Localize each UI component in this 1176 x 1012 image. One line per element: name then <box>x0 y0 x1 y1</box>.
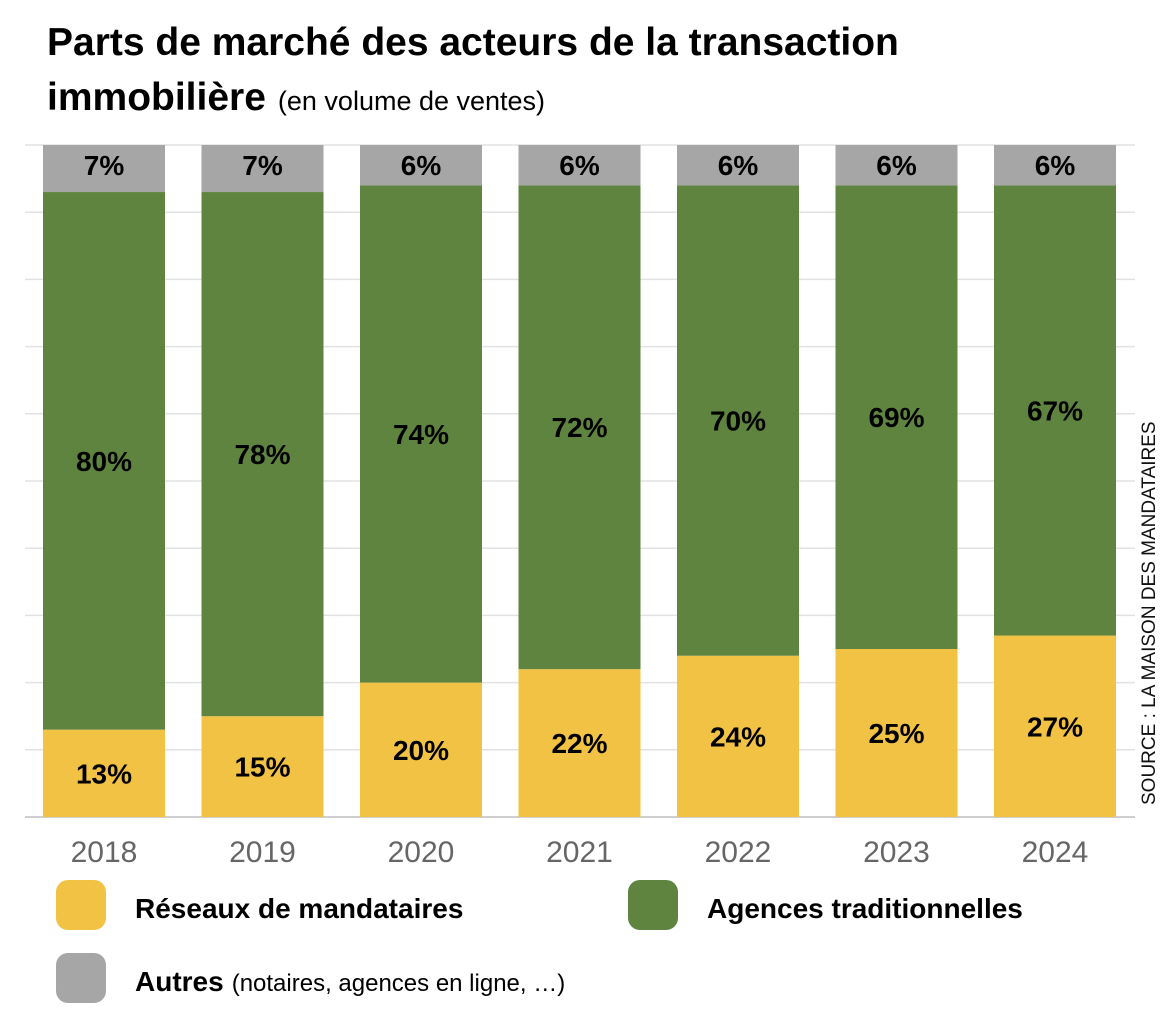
data-label: 6% <box>559 150 600 181</box>
x-tick-label: 2024 <box>1022 836 1089 869</box>
data-label: 6% <box>718 150 759 181</box>
bar-segment-2024-1 <box>994 185 1116 636</box>
source-note: SOURCE : LA MAISON DES MANDATAIRES <box>1139 421 1160 805</box>
x-tick-label: 2023 <box>863 836 930 869</box>
x-tick-label: 2020 <box>388 836 455 869</box>
bar-segment-2021-0 <box>518 669 641 817</box>
bar-segment-2021-1 <box>518 185 641 670</box>
bar-segment-2019-1 <box>201 192 324 717</box>
bar-segment-2018-0 <box>43 729 165 817</box>
data-label: 80% <box>76 446 132 477</box>
bar-segment-2018-2 <box>43 145 165 193</box>
data-label: 22% <box>551 728 607 759</box>
data-label: 20% <box>393 735 449 766</box>
chart-title-line2: immobilière (en volume de ventes) <box>47 76 545 119</box>
legend-label: Agences traditionnelles <box>707 893 1023 924</box>
data-label: 13% <box>76 758 132 789</box>
bars: 13% 80% 7% 15% 78% 7% 20% 74% 6% 22% 72% 6% 24% 70% 6%… <box>43 145 1116 817</box>
data-label: 25% <box>868 718 924 749</box>
bar-segment-2018-1 <box>43 192 165 730</box>
data-label: 6% <box>401 150 442 181</box>
data-label: 27% <box>1027 711 1083 742</box>
bar-segment-2020-2 <box>360 145 482 186</box>
data-label: 67% <box>1027 395 1083 426</box>
bar-segment-2019-2 <box>201 145 324 193</box>
legend-swatch <box>56 880 106 930</box>
chart-title-line1: Parts de marché des acteurs de la transa… <box>47 21 899 64</box>
data-label: 7% <box>84 150 125 181</box>
data-label: 24% <box>710 721 766 752</box>
bar-segment-2024-2 <box>994 145 1116 186</box>
legend-note: (notaires, agences en ligne, …) <box>232 970 566 997</box>
chart-title-word: immobilière <box>47 76 266 119</box>
bar-segment-2022-1 <box>677 185 799 656</box>
bar-segment-2021-2 <box>518 145 641 186</box>
data-label: 72% <box>551 412 607 443</box>
legend-swatch <box>628 880 678 930</box>
data-label: 7% <box>242 150 283 181</box>
legend-label: Autres (notaires, agences en ligne, …) <box>135 966 565 997</box>
chart-subtitle: (en volume de ventes) <box>278 86 545 116</box>
x-axis-ticks: 2018 2019 2020 2021 2022 2023 2024 <box>71 836 1089 869</box>
data-label: 70% <box>710 406 766 437</box>
bar-segment-2020-0 <box>360 682 482 817</box>
x-tick-label: 2019 <box>229 836 296 869</box>
legend-label: Réseaux de mandataires <box>135 893 463 924</box>
bar-segment-2024-0 <box>994 635 1116 817</box>
x-tick-label: 2022 <box>705 836 772 869</box>
bar-segment-2023-1 <box>835 185 958 649</box>
bar-segment-2023-0 <box>835 649 958 817</box>
data-label: 6% <box>876 150 917 181</box>
legend-name: Agences traditionnelles <box>707 893 1023 924</box>
data-label: 6% <box>1035 150 1076 181</box>
data-label: 15% <box>234 752 290 783</box>
bar-segment-2022-2 <box>677 145 799 186</box>
bar-segment-2019-0 <box>201 716 324 817</box>
legend-swatch <box>56 953 106 1003</box>
x-tick-label: 2018 <box>71 836 138 869</box>
legend-name: Réseaux de mandataires <box>135 893 463 924</box>
x-tick-label: 2021 <box>546 836 613 869</box>
legend-name: Autres <box>135 966 224 997</box>
data-label: 74% <box>393 419 449 450</box>
legend: Réseaux de mandataires Agences traditionn… <box>56 880 1023 1003</box>
bar-segment-2020-1 <box>360 185 482 683</box>
bar-segment-2023-2 <box>835 145 958 186</box>
data-label: 69% <box>868 402 924 433</box>
bar-segment-2022-0 <box>677 655 799 817</box>
data-label: 78% <box>234 439 290 470</box>
